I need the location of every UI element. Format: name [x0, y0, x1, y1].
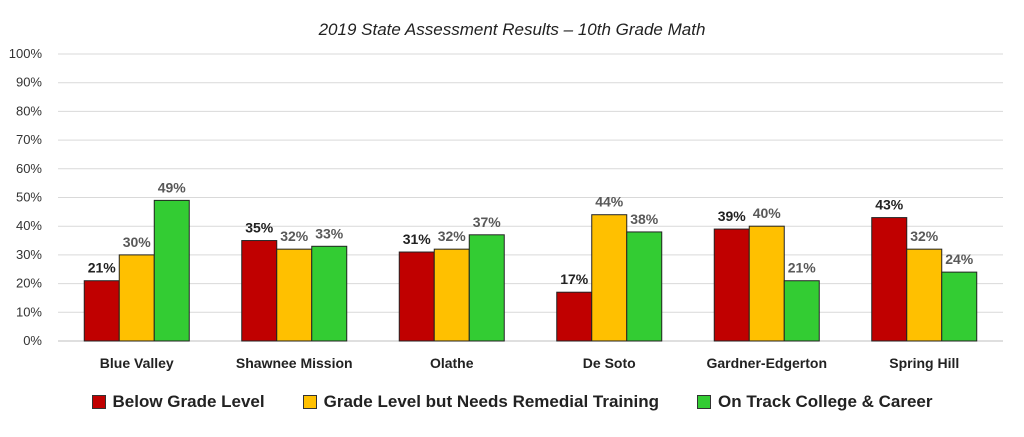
- data-label: 21%: [88, 260, 117, 276]
- data-label: 38%: [630, 211, 659, 227]
- bar: [941, 271, 978, 342]
- data-label: 43%: [875, 197, 904, 213]
- data-label: 32%: [910, 228, 939, 244]
- legend-swatch-below-grade-level: [91, 395, 106, 409]
- legend-item-below-grade-level: Below Grade Level: [91, 392, 265, 412]
- bar: [398, 251, 435, 342]
- data-label: 17%: [560, 271, 589, 287]
- y-tick-label: 80%: [16, 103, 42, 118]
- data-label: 32%: [438, 228, 467, 244]
- x-tick-label: Spring Hill: [889, 355, 959, 371]
- data-label: 21%: [788, 260, 817, 276]
- x-tick-label: Olathe: [430, 355, 474, 371]
- bar: [433, 248, 470, 342]
- bar: [468, 234, 505, 342]
- data-label: 35%: [245, 220, 274, 236]
- y-tick-label: 60%: [16, 161, 42, 176]
- bar: [311, 245, 348, 342]
- legend-label-needs-remedial: Grade Level but Needs Remedial Training: [323, 392, 660, 411]
- bar: [241, 240, 278, 342]
- bar: [556, 291, 593, 342]
- data-label: 39%: [718, 208, 747, 224]
- data-label: 33%: [315, 225, 344, 241]
- y-tick-label: 70%: [16, 132, 42, 147]
- y-tick-label: 0%: [23, 333, 42, 348]
- legend-item-on-track: On Track College & Career: [697, 392, 933, 412]
- legend-label-below-grade-level: Below Grade Level: [112, 392, 265, 411]
- x-tick-label: Blue Valley: [100, 355, 174, 371]
- data-label: 31%: [403, 231, 432, 247]
- legend-swatch-on-track: [697, 395, 712, 409]
- data-label: 44%: [595, 194, 624, 210]
- bar: [783, 280, 820, 342]
- y-tick-label: 50%: [16, 190, 42, 205]
- bar: [153, 199, 190, 342]
- data-label: 40%: [753, 205, 782, 221]
- y-tick-label: 10%: [16, 304, 42, 319]
- x-tick-label: Gardner-Edgerton: [706, 355, 827, 371]
- bar: [591, 214, 628, 342]
- bar: [626, 231, 663, 342]
- y-tick-label: 20%: [16, 276, 42, 291]
- data-label: 24%: [945, 251, 974, 267]
- bar: [83, 280, 120, 342]
- data-label: 49%: [158, 179, 187, 195]
- data-label: 37%: [473, 214, 502, 230]
- legend-label-on-track: On Track College & Career: [718, 392, 933, 411]
- bar: [871, 217, 908, 342]
- data-label: 32%: [280, 228, 309, 244]
- bar: [713, 228, 750, 342]
- y-tick-label: 30%: [16, 247, 42, 262]
- y-tick-label: 100%: [9, 46, 43, 61]
- bar: [276, 248, 313, 342]
- legend-item-needs-remedial: Grade Level but Needs Remedial Training: [302, 392, 660, 412]
- bar: [748, 225, 785, 342]
- bar: [906, 248, 943, 342]
- data-label: 30%: [123, 234, 152, 250]
- bar-chart: 0% 10% 20% 30% 40% 50% 60% 70% 80% 90% 100% 21% 30% 4…: [9, 46, 1003, 371]
- chart-title: 2019 State Assessment Results – 10th Gra…: [318, 20, 706, 39]
- legend: Below Grade Level Grade Level but Needs …: [0, 392, 1024, 412]
- legend-swatch-needs-remedial: [302, 395, 317, 409]
- x-tick-label: De Soto: [583, 355, 636, 371]
- bar: [118, 254, 155, 342]
- y-tick-label: 40%: [16, 218, 42, 233]
- x-tick-label: Shawnee Mission: [236, 355, 353, 371]
- y-tick-label: 90%: [16, 75, 42, 90]
